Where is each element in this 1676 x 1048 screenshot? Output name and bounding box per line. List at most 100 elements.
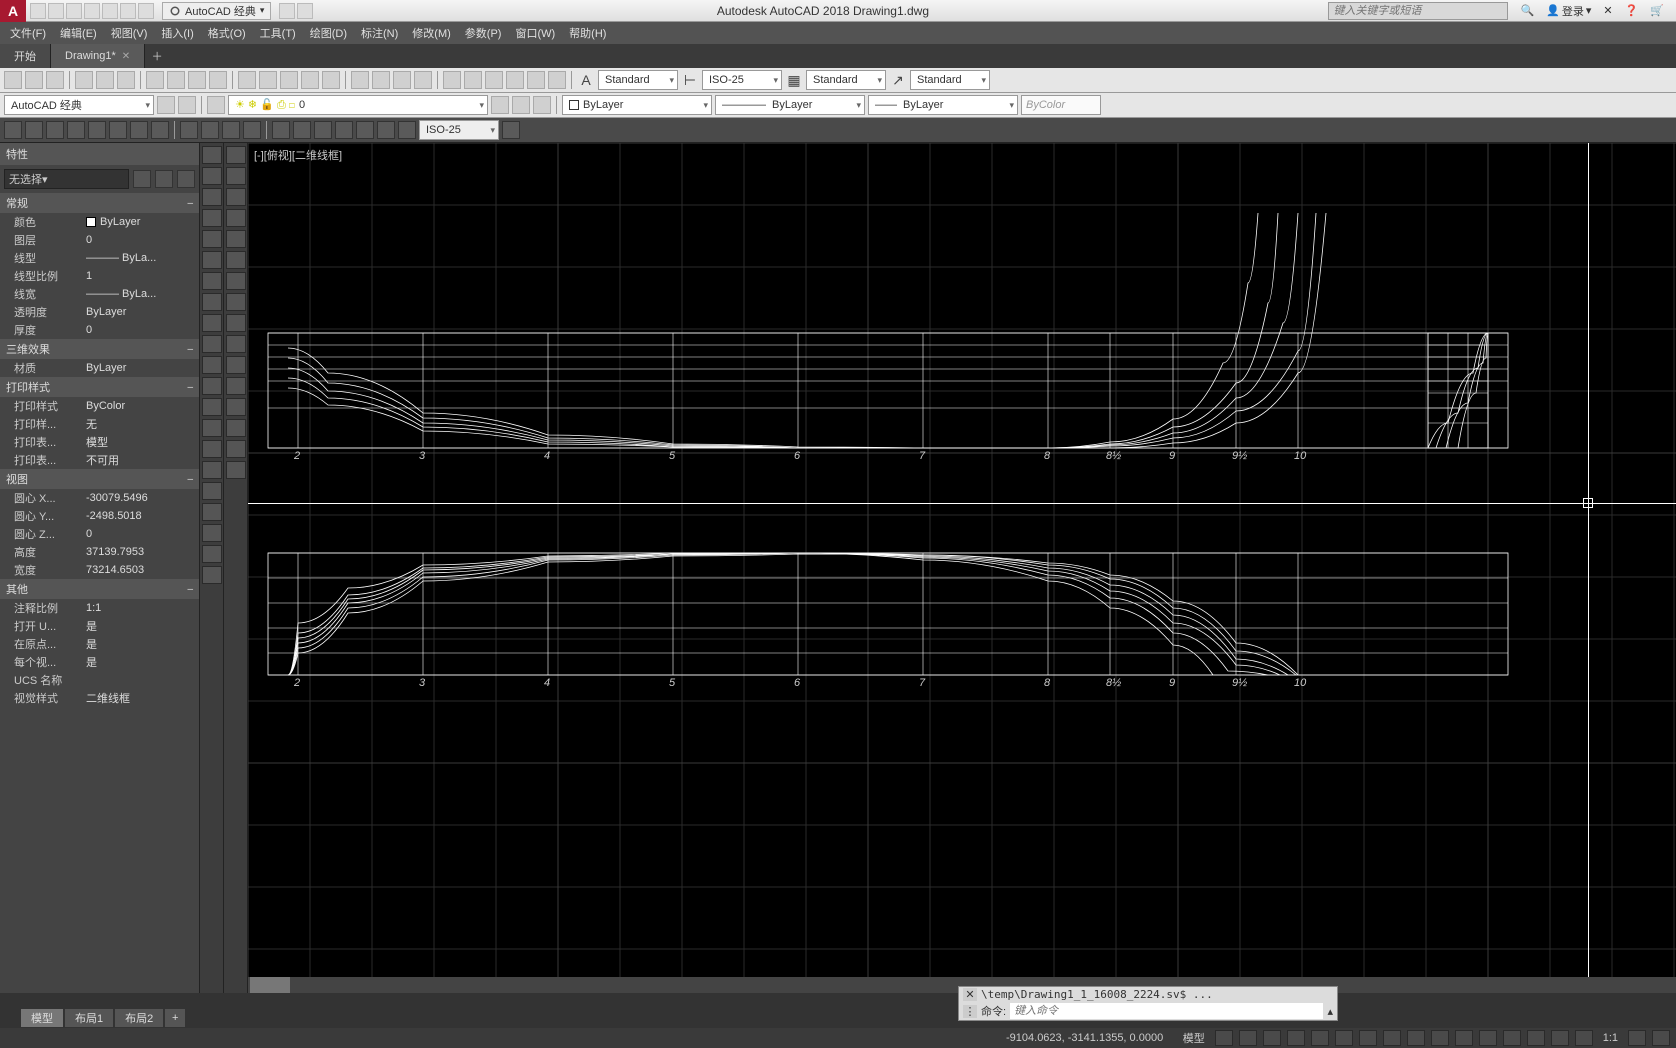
selsim-icon[interactable] bbox=[155, 170, 173, 188]
prop-row[interactable]: 圆心 X...-30079.5496 bbox=[0, 489, 199, 507]
lineweight-dropdown[interactable]: ——ByLayer bbox=[868, 95, 1018, 115]
dim-edit-icon[interactable] bbox=[356, 121, 374, 139]
preview-icon[interactable] bbox=[96, 71, 114, 89]
open-icon[interactable] bbox=[25, 71, 43, 89]
ellipsearc-icon[interactable] bbox=[202, 356, 222, 374]
prop-row[interactable]: 打印样...无 bbox=[0, 415, 199, 433]
menu-视图(V)[interactable]: 视图(V) bbox=[111, 25, 148, 41]
prop-value[interactable]: 是 bbox=[82, 636, 199, 652]
qp-toggle-icon[interactable] bbox=[1431, 1030, 1449, 1046]
cut-icon[interactable] bbox=[146, 71, 164, 89]
quicksel-icon[interactable] bbox=[133, 170, 151, 188]
qat-more-icon[interactable] bbox=[297, 3, 313, 19]
pan-icon[interactable] bbox=[351, 71, 369, 89]
prop-value[interactable]: ByLayer bbox=[82, 362, 199, 374]
prop-row[interactable]: 在原点...是 bbox=[0, 635, 199, 653]
paste-icon[interactable] bbox=[188, 71, 206, 89]
dim-diam-icon[interactable] bbox=[109, 121, 127, 139]
menu-标注(N)[interactable]: 标注(N) bbox=[361, 25, 398, 41]
monitor-icon[interactable] bbox=[1527, 1030, 1545, 1046]
dim-break-icon[interactable] bbox=[243, 121, 261, 139]
layerprev-icon[interactable] bbox=[512, 96, 530, 114]
circle-icon[interactable] bbox=[202, 272, 222, 290]
move-icon[interactable] bbox=[226, 251, 246, 269]
dim-space-icon[interactable] bbox=[222, 121, 240, 139]
helix-icon[interactable] bbox=[202, 545, 222, 563]
exchange-icon[interactable]: ✕ bbox=[1599, 2, 1616, 20]
scale-icon[interactable] bbox=[226, 293, 246, 311]
prop-value[interactable]: ——— ByLa... bbox=[82, 252, 199, 264]
sheetset-icon[interactable] bbox=[506, 71, 524, 89]
prop-row[interactable]: 打印样式ByColor bbox=[0, 397, 199, 415]
redo-icon[interactable] bbox=[301, 71, 319, 89]
menu-插入(I)[interactable]: 插入(I) bbox=[161, 25, 193, 41]
status-mode[interactable]: 模型 bbox=[1179, 1030, 1209, 1046]
copy-icon[interactable] bbox=[226, 167, 246, 185]
search-input[interactable] bbox=[1328, 2, 1508, 20]
app-logo[interactable]: A bbox=[0, 0, 26, 22]
polyline-icon[interactable] bbox=[202, 188, 222, 206]
group-打印样式[interactable]: 打印样式– bbox=[0, 377, 199, 397]
dim-update-icon[interactable] bbox=[398, 121, 416, 139]
undo-icon[interactable] bbox=[259, 71, 277, 89]
prop-value[interactable]: 不可用 bbox=[82, 452, 199, 468]
layout-tab-布局2[interactable]: 布局2 bbox=[114, 1008, 164, 1028]
drawing-canvas[interactable]: [-][俯视][二维线框] 23456788½99½1023456788½99½… bbox=[248, 143, 1676, 993]
stretch-icon[interactable] bbox=[226, 314, 246, 332]
hatch-icon[interactable] bbox=[202, 419, 222, 437]
command-window[interactable]: ✕ \temp\Drawing1_1_16008_2224.sv$ ... ⋮ … bbox=[958, 986, 1338, 1021]
menu-帮助(H)[interactable]: 帮助(H) bbox=[569, 25, 606, 41]
customize-icon[interactable] bbox=[1628, 1030, 1646, 1046]
prop-value[interactable]: -30079.5496 bbox=[82, 492, 199, 504]
extend-icon[interactable] bbox=[226, 356, 246, 374]
tab-start[interactable]: 开始 bbox=[0, 44, 51, 68]
ws-save-icon[interactable] bbox=[178, 96, 196, 114]
prop-value[interactable]: 模型 bbox=[82, 434, 199, 450]
props-icon[interactable] bbox=[443, 71, 461, 89]
explode-icon[interactable] bbox=[226, 461, 246, 479]
qat-open-icon[interactable] bbox=[48, 3, 64, 19]
ortho-toggle-icon[interactable] bbox=[1263, 1030, 1281, 1046]
command-input[interactable] bbox=[1010, 1003, 1323, 1019]
dim-aligned-icon[interactable] bbox=[25, 121, 43, 139]
pickadd-icon[interactable] bbox=[177, 170, 195, 188]
grid-toggle-icon[interactable] bbox=[1215, 1030, 1233, 1046]
menu-修改(M)[interactable]: 修改(M) bbox=[412, 25, 451, 41]
help-icon[interactable]: ❓ bbox=[1621, 2, 1643, 20]
polar-toggle-icon[interactable] bbox=[1287, 1030, 1305, 1046]
osnap-toggle-icon[interactable] bbox=[1311, 1030, 1329, 1046]
dim-linear-icon[interactable] bbox=[4, 121, 22, 139]
trans-toggle-icon[interactable] bbox=[1407, 1030, 1425, 1046]
prop-value[interactable]: 是 bbox=[82, 618, 199, 634]
calc-icon[interactable] bbox=[548, 71, 566, 89]
prop-row[interactable]: 注释比例1:1 bbox=[0, 599, 199, 617]
new-tab-button[interactable]: ＋ bbox=[145, 44, 169, 68]
iso-icon[interactable] bbox=[1551, 1030, 1569, 1046]
dim-arc-icon[interactable] bbox=[46, 121, 64, 139]
arc-icon[interactable] bbox=[202, 251, 222, 269]
qat-save-icon[interactable] bbox=[66, 3, 82, 19]
prop-value[interactable]: 无 bbox=[82, 416, 199, 432]
menu-绘图(D)[interactable]: 绘图(D) bbox=[310, 25, 347, 41]
zoom-icon[interactable] bbox=[372, 71, 390, 89]
prop-value[interactable]: 0 bbox=[82, 234, 199, 246]
prop-value[interactable]: ByColor bbox=[82, 400, 199, 412]
layout-tab-模型[interactable]: 模型 bbox=[20, 1008, 64, 1028]
prop-row[interactable]: 每个视...是 bbox=[0, 653, 199, 671]
workspace2-dropdown[interactable]: AutoCAD 经典 bbox=[4, 95, 154, 115]
break-icon[interactable] bbox=[226, 377, 246, 395]
menu-工具(T)[interactable]: 工具(T) bbox=[260, 25, 296, 41]
new-icon[interactable] bbox=[4, 71, 22, 89]
prop-row[interactable]: 高度37139.7953 bbox=[0, 543, 199, 561]
sc-toggle-icon[interactable] bbox=[1455, 1030, 1473, 1046]
prop-row[interactable]: 圆心 Z...0 bbox=[0, 525, 199, 543]
prop-row[interactable]: 宽度73214.6503 bbox=[0, 561, 199, 579]
prop-row[interactable]: 打开 U...是 bbox=[0, 617, 199, 635]
donut-icon[interactable] bbox=[202, 566, 222, 584]
workspace-dropdown[interactable]: AutoCAD 经典 ▾ bbox=[162, 2, 271, 20]
print-icon[interactable] bbox=[75, 71, 93, 89]
menu-文件(F)[interactable]: 文件(F) bbox=[10, 25, 46, 41]
block-icon[interactable] bbox=[202, 377, 222, 395]
construction-icon[interactable] bbox=[202, 167, 222, 185]
polygon-icon[interactable] bbox=[202, 209, 222, 227]
